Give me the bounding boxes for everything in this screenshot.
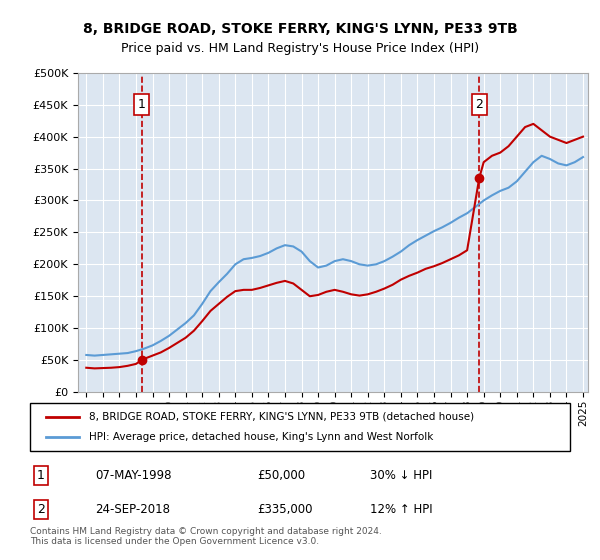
Text: 8, BRIDGE ROAD, STOKE FERRY, KING'S LYNN, PE33 9TB: 8, BRIDGE ROAD, STOKE FERRY, KING'S LYNN…	[83, 22, 517, 36]
Text: 30% ↓ HPI: 30% ↓ HPI	[370, 469, 433, 482]
Text: £335,000: £335,000	[257, 503, 312, 516]
Text: 1: 1	[37, 469, 45, 482]
Text: 2: 2	[475, 98, 483, 111]
Text: Price paid vs. HM Land Registry's House Price Index (HPI): Price paid vs. HM Land Registry's House …	[121, 42, 479, 55]
Text: £50,000: £50,000	[257, 469, 305, 482]
Text: 1: 1	[138, 98, 146, 111]
Text: 8, BRIDGE ROAD, STOKE FERRY, KING'S LYNN, PE33 9TB (detached house): 8, BRIDGE ROAD, STOKE FERRY, KING'S LYNN…	[89, 412, 475, 422]
Text: Contains HM Land Registry data © Crown copyright and database right 2024.
This d: Contains HM Land Registry data © Crown c…	[30, 526, 382, 546]
Text: 24-SEP-2018: 24-SEP-2018	[95, 503, 170, 516]
Text: 2: 2	[37, 503, 45, 516]
FancyBboxPatch shape	[30, 403, 570, 451]
Text: HPI: Average price, detached house, King's Lynn and West Norfolk: HPI: Average price, detached house, King…	[89, 432, 434, 442]
Text: 07-MAY-1998: 07-MAY-1998	[95, 469, 172, 482]
Text: 12% ↑ HPI: 12% ↑ HPI	[370, 503, 433, 516]
